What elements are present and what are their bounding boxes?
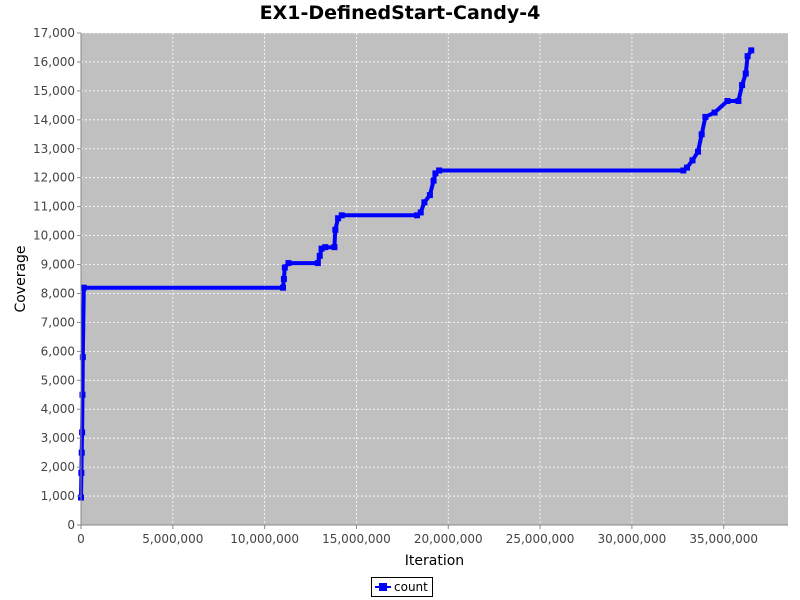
x-tick-label: 20,000,000: [414, 532, 483, 546]
legend-label: count: [394, 580, 428, 594]
x-tick-label: 0: [77, 532, 85, 546]
y-tick-label: 3,000: [41, 431, 75, 445]
x-tick-label: 15,000,000: [322, 532, 391, 546]
data-point: [421, 199, 428, 206]
data-point: [79, 391, 86, 398]
data-point: [280, 276, 287, 282]
y-tick-label: 13,000: [33, 142, 75, 156]
data-point: [739, 82, 746, 89]
y-tick-label: 15,000: [33, 84, 75, 98]
chart-title: EX1-DefinedStart-Candy-4: [259, 2, 541, 24]
data-point: [281, 264, 288, 271]
data-point: [698, 131, 705, 138]
data-point: [331, 244, 338, 251]
y-tick-label: 1,000: [41, 489, 75, 503]
y-tick-label: 5,000: [41, 373, 75, 387]
data-point: [436, 167, 443, 174]
data-point: [314, 260, 321, 267]
data-point: [417, 209, 424, 216]
data-point: [684, 164, 690, 171]
x-tick-label: 5,000,000: [142, 532, 203, 546]
y-tick-label: 4,000: [41, 402, 75, 416]
data-point: [695, 148, 702, 155]
y-tick-label: 16,000: [33, 55, 75, 69]
x-axis-title: Iteration: [405, 553, 464, 569]
data-point: [735, 98, 742, 105]
legend-swatch-icon: [375, 579, 391, 595]
data-point: [322, 244, 329, 251]
data-point: [742, 70, 749, 77]
data-point: [680, 167, 687, 174]
data-point: [79, 354, 86, 361]
data-point: [430, 177, 437, 184]
legend: count: [371, 577, 433, 597]
data-point: [280, 284, 286, 291]
x-tick-label: 10,000,000: [230, 532, 299, 546]
data-point: [748, 47, 755, 54]
y-tick-label: 6,000: [41, 344, 75, 358]
y-tick-label: 17,000: [33, 26, 75, 40]
y-axis-ticks: 0 1,000 2,000 3,000 4,000 5,000 6,000 7,000 8,00…: [33, 26, 81, 532]
x-tick-label: 35,000,000: [689, 532, 758, 546]
data-point: [711, 109, 718, 116]
data-point: [338, 212, 345, 219]
series-layer: [78, 47, 755, 501]
data-point: [702, 113, 709, 120]
data-point: [318, 245, 325, 252]
x-axis-ticks: 0 5,000,000 10,000,000 15,000,000 20,000,000…: [77, 525, 758, 546]
x-tick-label: 25,000,000: [506, 532, 575, 546]
data-point: [689, 157, 696, 164]
data-point: [80, 284, 87, 291]
y-tick-label: 8,000: [41, 286, 75, 300]
data-point: [79, 429, 86, 436]
y-tick-label: 14,000: [33, 113, 75, 127]
data-point: [78, 449, 85, 456]
data-point: [285, 260, 292, 267]
plot-area: [81, 33, 788, 525]
data-point: [426, 192, 433, 199]
y-tick-label: 2,000: [41, 460, 75, 474]
data-point: [335, 215, 342, 222]
y-tick-label: 9,000: [41, 258, 75, 272]
y-tick-label: 10,000: [33, 229, 75, 243]
data-point: [432, 170, 439, 177]
data-point: [414, 212, 421, 219]
y-tick-label: 12,000: [33, 171, 75, 185]
y-tick-label: 7,000: [41, 315, 75, 329]
y-axis-title: Coverage: [13, 245, 29, 312]
data-point: [316, 252, 323, 259]
data-point: [744, 53, 751, 60]
y-tick-label: 11,000: [33, 200, 75, 214]
y-tick-label: 0: [67, 518, 75, 532]
data-point: [724, 98, 731, 105]
grid: [81, 32, 788, 525]
x-tick-label: 30,000,000: [598, 532, 667, 546]
data-point: [332, 226, 339, 233]
